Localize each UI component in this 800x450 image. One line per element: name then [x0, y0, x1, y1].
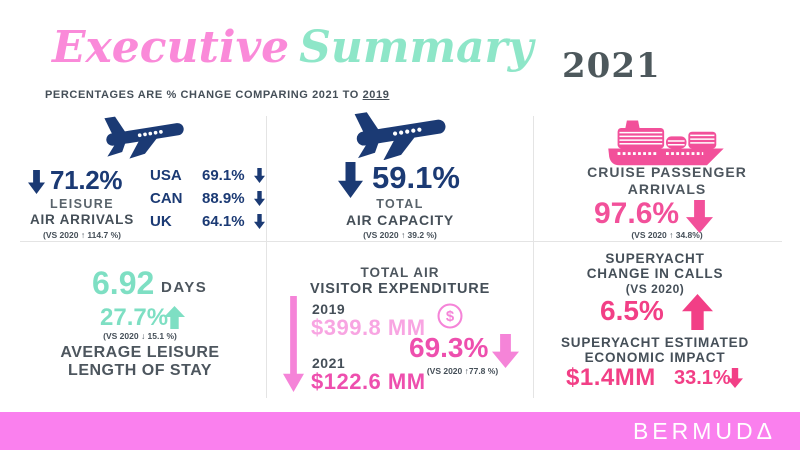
length-of-stay-value: 6.92: [92, 265, 155, 301]
leisure-arrivals-label-2: AIR ARRIVALS: [29, 212, 135, 227]
expenditure-label-1: TOTAL AIR: [360, 265, 440, 280]
expenditure-2019-value: $399.8 MM: [311, 315, 426, 340]
airplane-icon: [354, 112, 446, 160]
dollar-icon: $: [437, 303, 463, 329]
country-value: 88.9%: [202, 190, 245, 207]
down-arrow-icon: [28, 170, 45, 194]
vs-2020-note: (VS 2020 ↑ 34.8%): [631, 230, 703, 240]
leisure-arrivals-label-1: LEISURE: [50, 197, 114, 211]
expenditure-year-2019: 2019: [312, 301, 346, 317]
country-label: UK: [150, 213, 172, 230]
cruise-value: 97.6%: [594, 197, 680, 230]
expenditure-year-2021: 2021: [312, 355, 346, 371]
superyacht-impact-change: 33.1%: [674, 367, 731, 389]
vs-2020-note: (VS 2020 ↓ 15.1 %): [103, 331, 177, 341]
length-of-stay-label-2: LENGTH OF STAY: [68, 362, 212, 379]
year-label: 2021: [562, 46, 661, 86]
brand-delta-triangle: Δ: [756, 417, 776, 444]
air-capacity-value: 59.1%: [372, 160, 460, 195]
down-arrow-icon: [686, 200, 713, 233]
country-label: USA: [150, 167, 182, 184]
down-arrow-icon: [492, 334, 519, 368]
footer-bar: BERMUDΔ: [0, 412, 800, 450]
vertical-divider: [533, 116, 534, 398]
page-title: Executive Summary: [52, 22, 533, 73]
vs-2020-note: (VS 2020 ↑ 39.2 %): [363, 230, 437, 240]
cruise-ship-icon: [608, 120, 724, 166]
length-of-stay-change: 27.7%: [100, 304, 169, 331]
superyacht-impact-label-1: SUPERYACHT ESTIMATED: [560, 335, 750, 350]
brand-letters: BERMUD: [632, 417, 757, 444]
expenditure-label-2: VISITOR EXPENDITURE: [309, 281, 491, 297]
vs-2020-note: (VS 2020 ↑77.8 %): [426, 366, 499, 376]
down-arrow-icon: [338, 162, 363, 198]
down-arrow-icon: [254, 191, 265, 206]
superyacht-calls-label-1: SUPERYACHT: [605, 251, 705, 266]
title-word-executive: Executive: [52, 22, 290, 73]
vertical-divider: [266, 116, 267, 398]
airplane-icon: [104, 116, 184, 159]
down-arrow-icon: [254, 168, 265, 183]
title-word-summary: Summary: [299, 22, 534, 73]
vs-2020-note: (VS 2020 ↑ 114.7 %): [43, 230, 121, 240]
cruise-label-1: CRUISE PASSENGER: [587, 164, 747, 180]
down-arrow-icon: [254, 214, 265, 229]
subtitle-text: PERCENTAGES ARE % CHANGE COMPARING 2021 …: [45, 89, 363, 101]
superyacht-calls-change: 6.5%: [600, 295, 664, 326]
country-value: 69.1%: [202, 167, 245, 184]
superyacht-impact-value: $1.4MM: [566, 364, 656, 391]
expenditure-2021-value: $122.6 MM: [311, 369, 426, 394]
country-value: 64.1%: [202, 213, 245, 230]
horizontal-divider: [20, 241, 782, 242]
country-label: CAN: [150, 190, 183, 207]
vs-2020-note: (VS 2020): [625, 282, 685, 296]
air-capacity-label-1: TOTAL: [376, 197, 424, 211]
length-of-stay-unit: DAYS: [161, 279, 208, 296]
cruise-label-2: ARRIVALS: [627, 181, 707, 197]
subtitle-year-underlined: 2019: [362, 89, 390, 101]
superyacht-calls-label-2: CHANGE IN CALLS: [586, 266, 724, 281]
length-of-stay-label-1: AVERAGE LEISURE: [60, 344, 220, 361]
up-arrow-icon: [682, 294, 713, 330]
svg-text:$: $: [446, 308, 455, 325]
subtitle: PERCENTAGES ARE % CHANGE COMPARING 2021 …: [45, 89, 389, 101]
superyacht-impact-label-2: ECONOMIC IMPACT: [584, 350, 726, 365]
bermuda-logo: BERMUDΔ: [633, 418, 776, 445]
country-arrivals-table: USA 69.1% CAN 88.9% UK 64.1%: [150, 167, 267, 230]
expenditure-change: 69.3%: [409, 332, 489, 363]
leisure-arrivals-value: 71.2%: [50, 165, 123, 195]
air-capacity-label-2: AIR CAPACITY: [345, 212, 455, 228]
down-arrow-icon: [283, 296, 304, 392]
